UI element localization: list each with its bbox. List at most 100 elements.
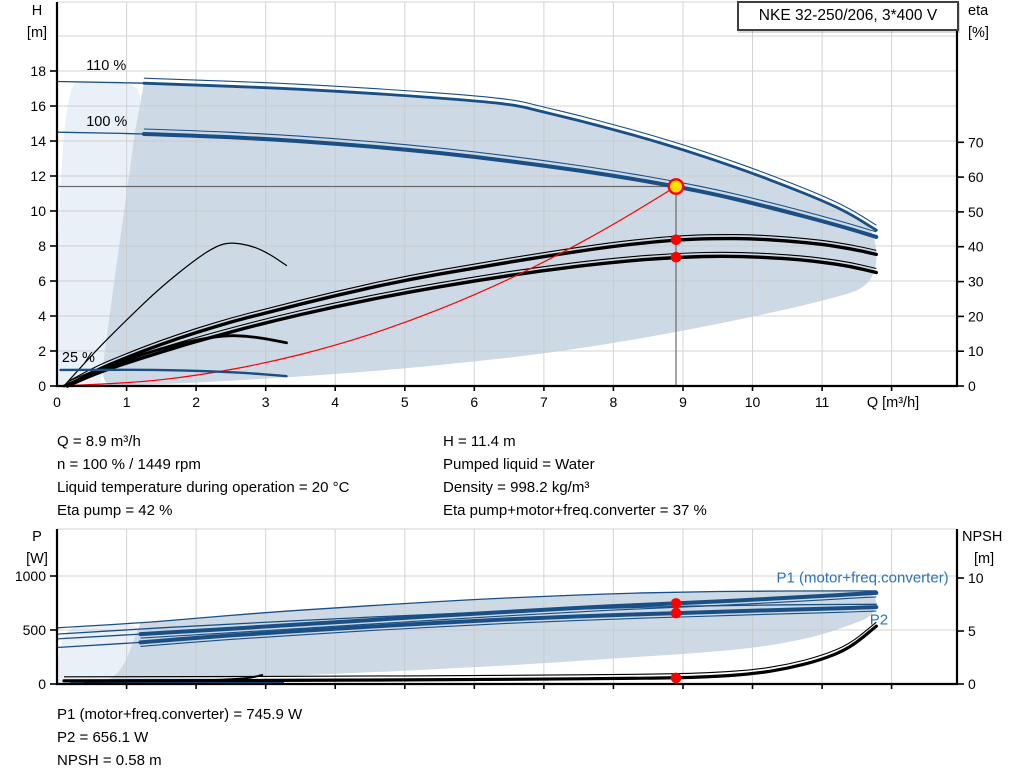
npsh-axis-title: NPSH xyxy=(962,529,1003,545)
h-axis-unit: [m] xyxy=(26,25,48,41)
tick-label: 20 xyxy=(968,308,984,324)
tick-label: 10 xyxy=(30,203,46,219)
tick-label: 1000 xyxy=(15,568,46,584)
tick-label: 40 xyxy=(968,239,984,255)
info-line-speed: n = 100 % / 1449 rpm xyxy=(57,456,201,473)
tick-label: 70 xyxy=(968,134,984,150)
series-npsh-curve xyxy=(62,621,878,683)
hq-chart-axes xyxy=(55,2,959,388)
tick-label: 0 xyxy=(968,676,976,692)
tick-label: 10 xyxy=(745,394,761,410)
duty-info-left: Q = 8.9 m³/h n = 100 % / 1449 rpm Liquid… xyxy=(57,430,349,522)
chart-label: P2 xyxy=(870,612,888,629)
tick-label: 0 xyxy=(38,676,46,692)
tick-label: 1 xyxy=(123,394,131,410)
series-h-curve-110-lead xyxy=(56,80,145,84)
duty-info-right: H = 11.4 m Pumped liquid = Water Density… xyxy=(443,430,707,522)
power-npsh-chart-axes xyxy=(55,529,959,686)
tick-label: 10 xyxy=(968,343,984,359)
series-h-curve-100-lead xyxy=(56,131,145,135)
tick-label: 0 xyxy=(968,378,976,394)
speed-envelope-low-flow xyxy=(57,81,141,386)
tick-label: 12 xyxy=(30,168,46,184)
h-axis-title: H xyxy=(31,3,43,19)
tick-label: 5 xyxy=(968,623,976,639)
info-line-density: Density = 998.2 kg/m³ xyxy=(443,479,590,496)
speed-envelope xyxy=(102,83,877,386)
tick-label: 2 xyxy=(192,394,200,410)
tick-label: 5 xyxy=(401,394,409,410)
series-p1-curve-100 xyxy=(138,590,879,639)
info-line-eta-total: Eta pump+motor+freq.converter = 37 % xyxy=(443,502,707,519)
power-npsh-chart-grid xyxy=(57,528,957,684)
tick-label: 16 xyxy=(30,98,46,114)
tick-label: 6 xyxy=(38,273,46,289)
tick-label: 11 xyxy=(815,394,830,410)
info-line-liquid: Pumped liquid = Water xyxy=(443,456,595,473)
power-npsh-chart-labels: P1 (motor+freq.converter) P2 xyxy=(777,570,949,629)
tick-label: 18 xyxy=(30,63,46,79)
hq-chart: 110 %100 %25 %0 1 2 3 4 5 6 7 8 9 10 11024681012141… xyxy=(30,1,984,410)
info-line-eta-pump: Eta pump = 42 % xyxy=(57,502,173,519)
power-envelope-low-flow xyxy=(57,624,138,684)
tick-label: 8 xyxy=(38,238,46,254)
power-npsh-chart-markers xyxy=(670,598,682,684)
tick-label: 30 xyxy=(968,274,984,290)
power-npsh-chart-ticks: 0 500 1000 0 5 10 xyxy=(15,568,984,692)
pump-model-title: NKE 32-250/206, 3*400 V xyxy=(758,7,938,24)
info-line-p2: P2 = 656.1 W xyxy=(57,729,149,746)
tick-label: 9 xyxy=(679,394,687,410)
npsh-duty-dot xyxy=(670,672,682,684)
tick-label: 10 xyxy=(968,570,984,586)
p-axis-unit: [W] xyxy=(26,551,48,567)
tick-label: 50 xyxy=(968,204,984,220)
power-info: P1 (motor+freq.converter) = 745.9 W P2 =… xyxy=(57,703,302,772)
chart-label: 100 % xyxy=(86,114,127,130)
series-h-curve-110 xyxy=(142,77,878,232)
pump-model-title-box: NKE 32-250/206, 3*400 V xyxy=(737,1,959,31)
series-p2-curve-100 xyxy=(138,605,879,647)
info-line-q: Q = 8.9 m³/h xyxy=(57,433,141,450)
series-p2-curve-100-lead xyxy=(56,641,142,649)
tick-label: 6 xyxy=(470,394,478,410)
eta-total-duty-dot xyxy=(670,251,682,263)
chart-label: 25 % xyxy=(62,350,95,366)
npsh-axis-unit: [m] xyxy=(974,551,995,567)
tick-label: 7 xyxy=(540,394,548,410)
p-axis-title: P xyxy=(32,529,42,545)
series-eta-total-25 xyxy=(62,334,288,388)
tick-label: 2 xyxy=(38,343,46,359)
eta-pump-duty-dot xyxy=(670,234,682,246)
power-npsh-chart: P1 (motor+freq.converter) P2 0 500 1000 0 5 10 xyxy=(15,528,984,692)
hq-chart-markers xyxy=(667,178,685,263)
series-system-curve xyxy=(56,185,677,387)
eta-axis-title: eta xyxy=(968,3,989,19)
p2-duty-dot xyxy=(670,607,682,619)
tick-label: 8 xyxy=(610,394,618,410)
tick-label: 4 xyxy=(38,308,46,324)
info-line-temperature: Liquid temperature during operation = 20… xyxy=(57,479,350,496)
info-line-h: H = 11.4 m xyxy=(443,433,516,450)
chart-label: P1 (motor+freq.converter) xyxy=(777,570,949,587)
tick-label: 14 xyxy=(30,133,46,149)
series-h-curve-25 xyxy=(59,368,288,378)
p1-duty-dot xyxy=(670,598,682,609)
tick-label: 60 xyxy=(968,169,984,185)
info-line-p1: P1 (motor+freq.converter) = 745.9 W xyxy=(57,706,303,723)
operating-point[interactable] xyxy=(667,178,685,195)
series-p1-curve-100-lead xyxy=(56,633,142,640)
eta-axis-unit: [%] xyxy=(968,25,989,41)
hq-chart-grid xyxy=(57,1,957,386)
tick-label: 0 xyxy=(38,378,46,394)
hq-chart-areas xyxy=(57,81,877,386)
tick-label: 500 xyxy=(23,622,47,638)
hq-chart-ticks: 0 1 2 3 4 5 6 7 8 9 10 1102468101214161801020304050… xyxy=(30,63,983,410)
chart-label: 110 % xyxy=(86,58,126,74)
q-axis-title: Q [m³/h] xyxy=(866,395,920,411)
series-eta-pump-100 xyxy=(65,234,878,388)
hq-chart-labels: 110 % 100 % 25 % xyxy=(62,58,128,366)
tick-label: 0 xyxy=(53,394,61,410)
tick-label: 4 xyxy=(331,394,339,410)
